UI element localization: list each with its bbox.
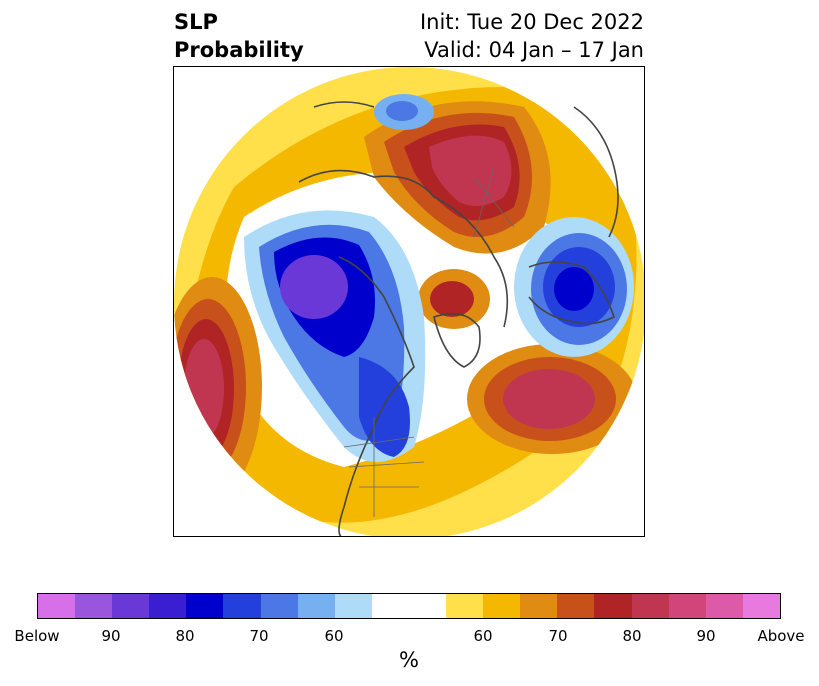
colorbar-tick-label: 60	[473, 627, 493, 645]
colorbar-tick-label: Above	[757, 627, 805, 645]
colorbar-segment	[408, 594, 447, 618]
colorbar-tick-label: Below	[14, 627, 60, 645]
colorbar-tick-label: 60	[324, 627, 344, 645]
colorbar-segment	[149, 594, 187, 618]
colorbar-segment	[260, 594, 298, 618]
polar-map	[174, 67, 644, 536]
colorbar-segment	[705, 594, 743, 618]
colorbar-segment	[297, 594, 335, 618]
colorbar-segment	[520, 594, 558, 618]
colorbar-segment	[594, 594, 632, 618]
colorbar-segment	[38, 594, 76, 618]
colorbar-segment	[334, 594, 372, 618]
colorbar-tick-label: 80	[175, 627, 195, 645]
colorbar-segment	[557, 594, 595, 618]
colorbar-segment	[112, 594, 150, 618]
colorbar-unit: %	[399, 648, 419, 672]
colorbar-segment	[223, 594, 261, 618]
date-info: Init: Tue 20 Dec 2022 Valid: 04 Jan – 17…	[420, 8, 644, 64]
colorbar-segment	[631, 594, 669, 618]
map-panel	[173, 66, 645, 537]
borders	[343, 166, 515, 517]
coastlines	[298, 101, 619, 536]
colorbar-segment	[742, 594, 780, 618]
colorbar-segment	[668, 594, 706, 618]
init-date: Init: Tue 20 Dec 2022	[419, 10, 644, 34]
colorbar-segment	[186, 594, 224, 618]
colorbar-segment	[483, 594, 521, 618]
colorbar-tick-label: 70	[249, 627, 269, 645]
title-line-1: SLP	[174, 10, 218, 34]
colorbar-segment	[75, 594, 113, 618]
colorbar-tick-label: 90	[696, 627, 716, 645]
title-line-2: Probability	[174, 38, 304, 62]
colorbar-tick-label: 70	[548, 627, 568, 645]
map-title: SLP Probability	[174, 8, 304, 64]
colorbar-segment	[371, 594, 409, 618]
probability-field	[174, 67, 644, 536]
colorbar	[37, 593, 781, 619]
valid-range: Valid: 04 Jan – 17 Jan	[424, 38, 644, 62]
colorbar-tick-label: 90	[101, 627, 121, 645]
colorbar-tick-label: 80	[622, 627, 642, 645]
colorbar-segment	[446, 594, 484, 618]
